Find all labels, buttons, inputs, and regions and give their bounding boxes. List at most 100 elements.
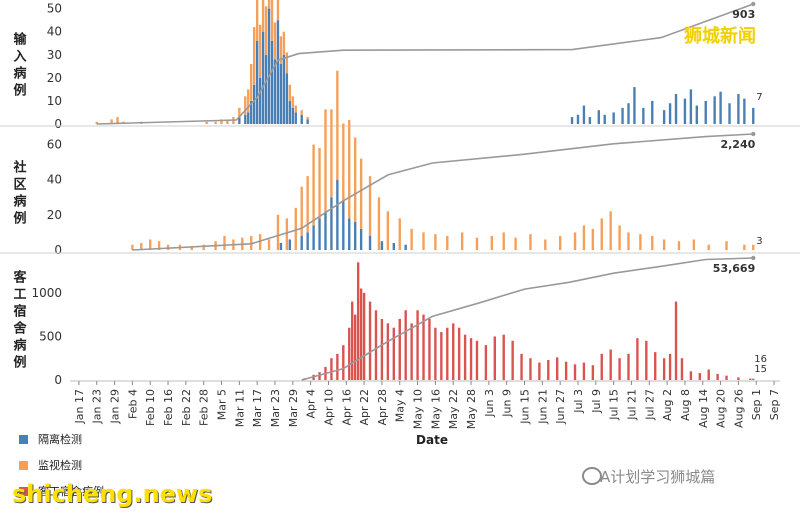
bar <box>621 107 624 124</box>
bar <box>291 96 294 108</box>
bar <box>752 378 755 380</box>
bar <box>677 241 681 250</box>
x-tick-label: May 22 <box>447 389 460 429</box>
bar <box>351 301 354 380</box>
y-tick-label: 50 <box>47 2 62 16</box>
bar <box>582 225 586 250</box>
x-tick-label: Jul 21 <box>625 389 638 421</box>
x-tick-label: Jun 3 <box>483 389 496 418</box>
bar <box>131 244 134 250</box>
bar <box>359 228 363 250</box>
panel-community: 0 20 40 60 社区病例 2,240 3 <box>0 70 800 257</box>
bar <box>116 117 119 124</box>
bar <box>558 235 562 250</box>
bar <box>250 100 253 124</box>
bar <box>547 359 550 380</box>
bar <box>689 371 693 380</box>
bar <box>300 114 303 124</box>
x-tick-label: Jun 27 <box>554 389 567 425</box>
bar <box>336 179 339 250</box>
bar <box>662 358 666 380</box>
bar <box>716 373 719 380</box>
bar <box>636 338 639 380</box>
bar <box>514 237 517 250</box>
bar <box>645 340 648 380</box>
bar <box>502 232 505 250</box>
bar <box>354 137 357 222</box>
cumulative-end-label: 2,240 <box>720 138 755 151</box>
bar <box>359 288 363 380</box>
last-value-label: 15 <box>754 364 767 375</box>
x-tick-label: Sep 1 <box>750 389 763 420</box>
x-tick-label: Jun 15 <box>519 389 532 425</box>
bar <box>380 319 384 380</box>
bar <box>386 323 390 380</box>
bar <box>591 365 595 380</box>
x-tick-label: Jun 9 <box>501 389 514 418</box>
bar <box>404 244 407 250</box>
bar <box>633 87 636 124</box>
x-tick-label: Jan 23 <box>91 389 104 424</box>
bar <box>737 94 740 124</box>
bar <box>475 237 479 250</box>
bar <box>639 234 642 250</box>
x-tick-label: Jan 29 <box>109 389 122 424</box>
bar <box>318 218 321 250</box>
bar <box>336 70 339 180</box>
bar <box>294 207 297 250</box>
bar <box>642 107 645 124</box>
bar <box>743 244 746 250</box>
bar <box>573 364 577 380</box>
y-tick-label: 0 <box>54 117 62 131</box>
x-tick-label: Aug 26 <box>732 389 745 428</box>
bar <box>258 24 262 78</box>
cumulative-line <box>132 133 754 251</box>
bar <box>422 314 425 380</box>
bar <box>502 334 505 380</box>
panel-imported: 0 10 20 30 40 50 输入病例 903 7 <box>0 0 800 131</box>
bar <box>140 242 143 250</box>
bar <box>267 8 271 124</box>
bar <box>440 332 443 380</box>
bar <box>719 91 722 124</box>
bar <box>318 372 321 380</box>
bar <box>214 121 217 124</box>
watermark-wechat: A计划学习狮城篇 <box>600 468 716 486</box>
x-tick-label: Sep 7 <box>768 389 781 420</box>
bar <box>157 241 161 250</box>
legend-label: 客工宿舍病例 <box>38 484 104 498</box>
bar <box>680 358 684 380</box>
bar <box>609 349 612 380</box>
bar <box>354 314 357 380</box>
bar <box>556 357 559 380</box>
bar <box>743 98 746 124</box>
bar <box>110 119 113 124</box>
bar <box>707 369 710 380</box>
bar <box>422 232 425 250</box>
x-axis-label: Date <box>416 433 448 447</box>
bar <box>434 234 437 250</box>
bar <box>238 107 241 118</box>
legend-swatch <box>19 435 28 444</box>
bar <box>362 292 366 380</box>
bar <box>288 84 292 101</box>
x-tick-label: Jul 9 <box>590 389 603 414</box>
x-tick-label: Mar 29 <box>287 389 300 427</box>
y-tick-label: 500 <box>39 329 62 343</box>
bar <box>668 353 672 380</box>
bar <box>368 176 372 236</box>
bar <box>752 107 755 124</box>
legend-label: 隔离检测 <box>38 432 82 446</box>
y-tick-label: 0 <box>54 243 62 257</box>
bar <box>149 239 152 250</box>
bar <box>469 338 473 380</box>
x-tick-label: Aug 8 <box>679 389 692 421</box>
bar <box>300 235 303 250</box>
bar <box>692 239 696 250</box>
bar <box>520 353 523 380</box>
bar <box>380 241 384 250</box>
bar <box>674 94 678 124</box>
bar <box>300 110 303 115</box>
